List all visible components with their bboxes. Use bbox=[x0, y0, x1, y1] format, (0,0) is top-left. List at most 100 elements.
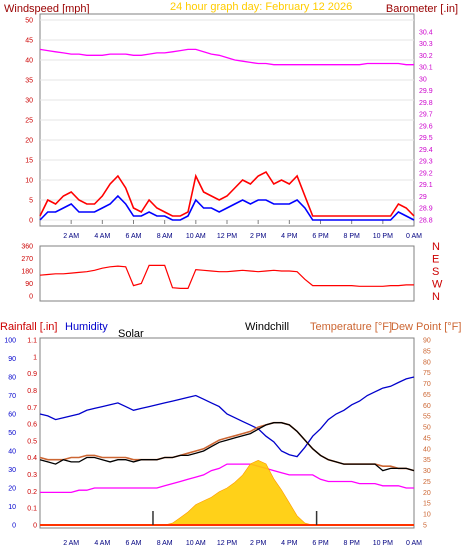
barometer-tick-label: 29.7 bbox=[419, 112, 433, 119]
x-tick-label: 10 AM bbox=[186, 233, 206, 240]
temperature-tick-label: 40 bbox=[423, 446, 431, 453]
windspeed-tick-label: 10 bbox=[25, 178, 33, 185]
temp-panel-markers bbox=[152, 511, 318, 525]
wind-panel-x-tick-labels: 2 AM 4 AM 6 AM 8 AM 10 AM 12 PM 2 PM 4 PM 6 PM 8 … bbox=[63, 233, 422, 240]
x-tick-label: 6 AM bbox=[126, 540, 142, 547]
barometer-tick-label: 29.6 bbox=[419, 123, 433, 130]
barometer-tick-label: 29.1 bbox=[419, 182, 433, 189]
wind-panel-grid bbox=[40, 19, 415, 224]
barometer-line bbox=[39, 48, 414, 66]
barometer-tick-label: 29.3 bbox=[419, 159, 433, 166]
x-tick-label: 6 PM bbox=[312, 233, 329, 240]
humidity-tick-labels: 0 10 20 30 40 50 60 70 80 90 100 bbox=[4, 338, 16, 530]
rainfall-tick-label: 0.1 bbox=[27, 506, 37, 513]
x-tick-label: 8 PM bbox=[343, 540, 360, 547]
humidity-tick-label: 100 bbox=[4, 338, 16, 345]
barometer-tick-label: 30.3 bbox=[419, 41, 433, 48]
humidity-axis-label: Humidity bbox=[65, 321, 108, 333]
compass-tick-label: N bbox=[432, 291, 440, 303]
rainfall-tick-label: 0.4 bbox=[27, 455, 37, 462]
windspeed-axis-label: Windspeed [mph] bbox=[4, 3, 90, 15]
temperature-tick-label: 55 bbox=[423, 414, 431, 421]
x-tick-label: 4 AM bbox=[94, 233, 110, 240]
compass-tick-label: E bbox=[432, 254, 439, 266]
x-tick-label: 12 PM bbox=[217, 540, 237, 547]
humidity-tick-label: 60 bbox=[8, 412, 16, 419]
rainfall-tick-label: 0.3 bbox=[27, 472, 37, 479]
temperature-tick-label: 50 bbox=[423, 425, 431, 432]
windspeed-tick-label: 25 bbox=[25, 118, 33, 125]
rainfall-axis-label: Rainfall [.in] bbox=[0, 321, 57, 333]
barometer-tick-label: 28.9 bbox=[419, 206, 433, 213]
temperature-tick-label: 30 bbox=[423, 468, 431, 475]
x-tick-label: 8 AM bbox=[157, 540, 173, 547]
windspeed-tick-label: 40 bbox=[25, 58, 33, 65]
barometer-tick-label: 29.2 bbox=[419, 170, 433, 177]
barometer-tick-label: 30.1 bbox=[419, 65, 433, 72]
wind-direction-line bbox=[39, 264, 414, 289]
windchill-label: Windchill bbox=[245, 321, 289, 333]
humidity-tick-label: 80 bbox=[8, 375, 16, 382]
temperature-tick-label: 35 bbox=[423, 457, 431, 464]
wind-speed-line bbox=[39, 194, 415, 221]
wind-gust-line bbox=[39, 170, 415, 217]
windspeed-tick-label: 35 bbox=[25, 78, 33, 85]
temperature-tick-label: 60 bbox=[423, 403, 431, 410]
rainfall-tick-label: 0.8 bbox=[27, 388, 37, 395]
barometer-tick-label: 30.2 bbox=[419, 53, 433, 60]
temperature-tick-label: 5 bbox=[423, 523, 427, 530]
x-tick-label: 0 AM bbox=[406, 540, 422, 547]
temperature-tick-label: 15 bbox=[423, 501, 431, 508]
compass-tick-label: W bbox=[432, 279, 443, 291]
windspeed-tick-label: 20 bbox=[25, 138, 33, 145]
humidity-tick-label: 0 bbox=[12, 523, 16, 530]
temperature-axis-label: Temperature [°F] bbox=[310, 321, 392, 333]
barometer-tick-label: 29.8 bbox=[419, 100, 433, 107]
x-tick-label: 10 PM bbox=[373, 540, 393, 547]
temperature-tick-label: 45 bbox=[423, 435, 431, 442]
barometer-tick-label: 29.4 bbox=[419, 147, 433, 154]
temp-panel-series bbox=[39, 376, 415, 526]
x-tick-label: 4 PM bbox=[281, 540, 298, 547]
compass-tick-label: N bbox=[432, 241, 440, 253]
windspeed-tick-label: 30 bbox=[25, 98, 33, 105]
x-tick-label: 2 AM bbox=[63, 233, 79, 240]
x-tick-label: 10 PM bbox=[373, 233, 393, 240]
barometer-tick-label: 30 bbox=[419, 76, 427, 83]
barometer-tick-label: 28.8 bbox=[419, 218, 433, 225]
humidity-tick-label: 50 bbox=[8, 430, 16, 437]
direction-tick-label: 180 bbox=[21, 269, 33, 276]
temperature-tick-label: 85 bbox=[423, 348, 431, 355]
rainfall-tick-label: 0.6 bbox=[27, 422, 37, 429]
windspeed-tick-label: 45 bbox=[25, 38, 33, 45]
barometer-axis-label: Barometer [.in] bbox=[386, 3, 458, 15]
temperature-tick-label: 20 bbox=[423, 490, 431, 497]
direction-tick-label: 90 bbox=[25, 281, 33, 288]
x-tick-label: 6 AM bbox=[126, 233, 142, 240]
humidity-tick-label: 40 bbox=[8, 449, 16, 456]
x-tick-label: 4 AM bbox=[94, 540, 110, 547]
temp-panel-x-tick-labels: 2 AM 4 AM 6 AM 8 AM 10 AM 12 PM 2 PM 4 PM 6 PM 8 … bbox=[63, 540, 422, 547]
direction-tick-label: 270 bbox=[21, 256, 33, 263]
windspeed-tick-label: 5 bbox=[29, 198, 33, 205]
humidity-tick-label: 30 bbox=[8, 467, 16, 474]
rainfall-tick-label: 0.7 bbox=[27, 405, 37, 412]
barometer-tick-label: 29 bbox=[419, 194, 427, 201]
chart-title: 24 hour graph day: February 12 2026 bbox=[170, 1, 352, 13]
barometer-tick-label: 29.5 bbox=[419, 135, 433, 142]
temperature-tick-label: 70 bbox=[423, 381, 431, 388]
rainfall-tick-label: 0.9 bbox=[27, 371, 37, 378]
direction-tick-label: 0 bbox=[29, 294, 33, 301]
x-tick-label: 2 PM bbox=[250, 233, 267, 240]
dewpoint-axis-label: Dew Point [°F] bbox=[391, 321, 461, 333]
rainfall-tick-label: 0 bbox=[33, 523, 37, 530]
direction-panel-frame bbox=[39, 245, 415, 302]
dew-point-line bbox=[40, 463, 414, 494]
barometer-tick-label: 29.9 bbox=[419, 88, 433, 95]
x-tick-label: 12 PM bbox=[217, 233, 237, 240]
solar-label: Solar bbox=[118, 328, 144, 340]
humidity-tick-label: 20 bbox=[8, 486, 16, 493]
temperature-tick-label: 10 bbox=[423, 512, 431, 519]
